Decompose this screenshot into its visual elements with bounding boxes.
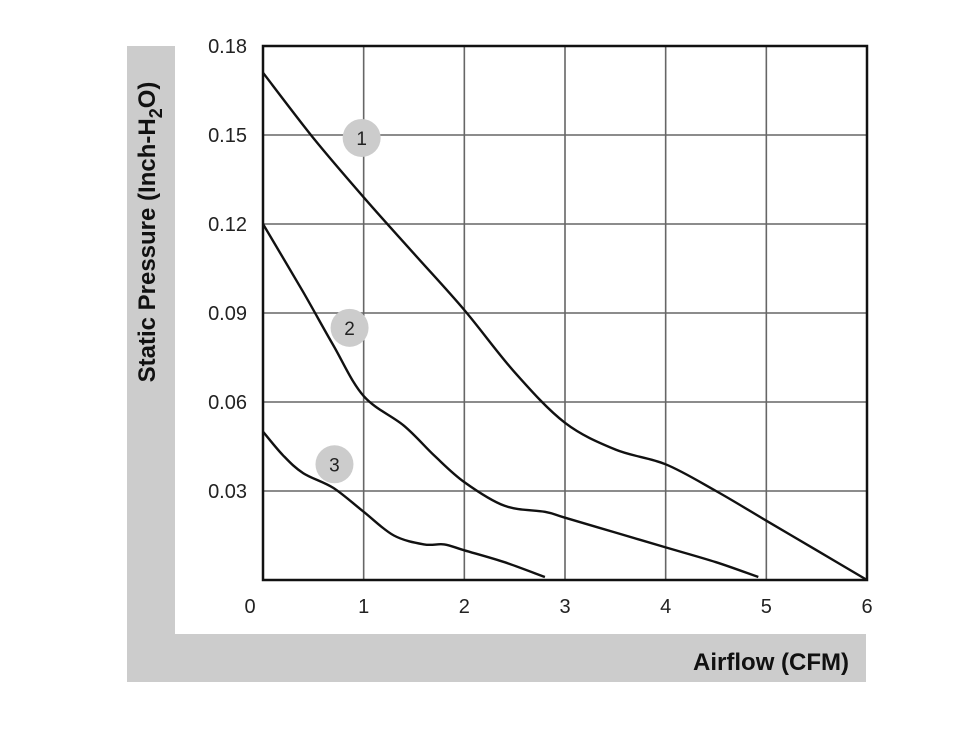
series-line-2	[261, 223, 759, 579]
series-marker-3	[315, 445, 354, 484]
series-marker-2	[330, 308, 369, 347]
y-axis-title: Static Pressure (Inch-H2O)	[134, 82, 166, 383]
x-tick-label: 4	[660, 596, 671, 618]
series-line-1	[262, 71, 868, 582]
x-tick-label: 3	[559, 596, 570, 618]
series-line-3	[262, 430, 546, 579]
series-markers: 1 2 3	[315, 118, 381, 484]
frame-left-bar	[127, 46, 175, 682]
y-tick-label: 0.06	[208, 392, 247, 414]
x-tick-label: 5	[761, 596, 772, 618]
y-axis-title-prefix: Static Pressure (Inch-H	[134, 118, 161, 382]
y-tick-labels: 0.03 0.06 0.09 0.12 0.15 0.18	[208, 36, 247, 503]
series-marker-label-3: 3	[329, 455, 340, 476]
frame-bottom-bar	[127, 634, 866, 682]
y-tick-label: 0.18	[208, 36, 247, 58]
y-axis-title-suffix: O)	[134, 82, 161, 109]
x-tick-label: 6	[861, 596, 872, 618]
y-tick-label: 0.12	[208, 214, 247, 236]
series-marker-label-1: 1	[356, 129, 367, 150]
y-tick-label: 0.03	[208, 481, 247, 503]
x-tick-label: 2	[459, 596, 470, 618]
y-tick-label: 0.15	[208, 125, 247, 147]
y-axis-title-sub: 2	[146, 108, 166, 118]
series-marker-label-2: 2	[344, 319, 355, 340]
x-axis-title: Airflow (CFM)	[693, 649, 849, 676]
y-tick-label: 0.09	[208, 303, 247, 325]
plot-border	[261, 44, 869, 582]
x-tick-label: 1	[358, 596, 369, 618]
series-lines	[261, 71, 868, 582]
x-tick-label: 0	[244, 596, 255, 618]
x-tick-labels: 0 1 2 3 4 5 6	[244, 596, 872, 618]
series-marker-1	[342, 118, 381, 157]
